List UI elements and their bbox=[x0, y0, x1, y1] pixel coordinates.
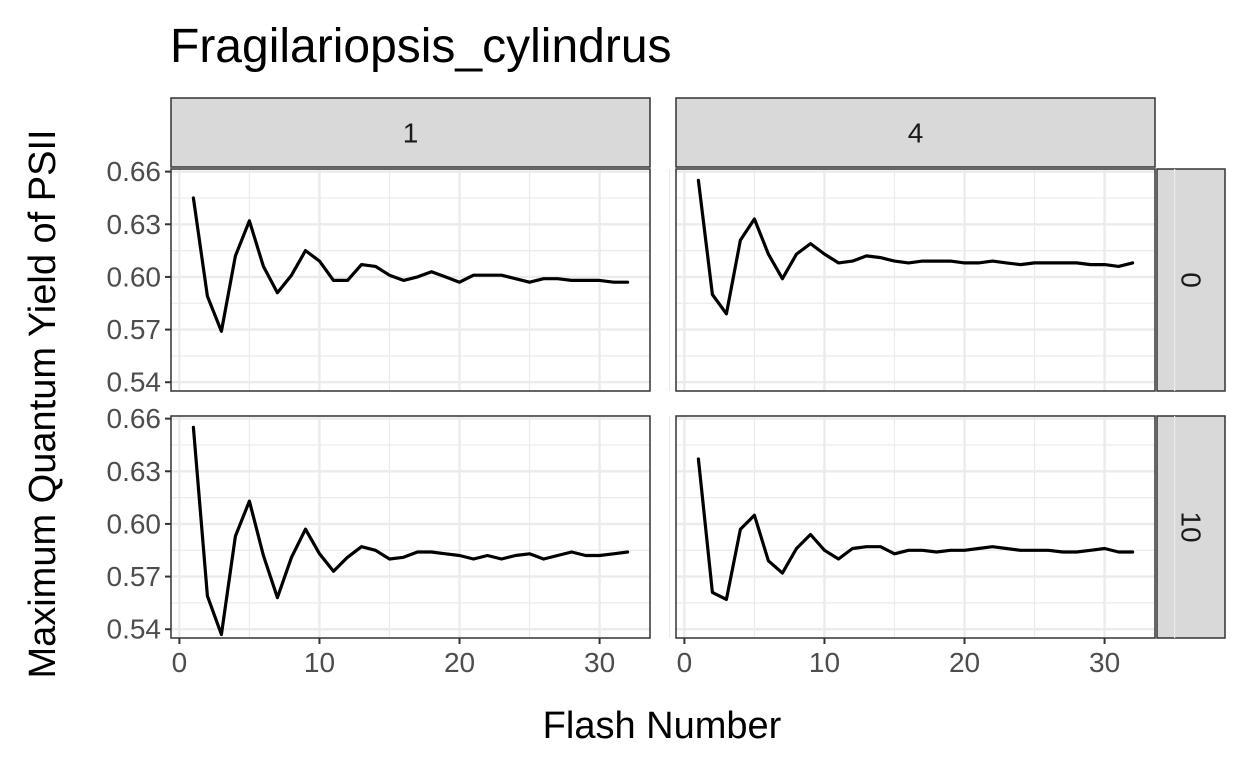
facet-strip-row-label: 10 bbox=[1176, 511, 1207, 542]
facet-strip-column-label: 1 bbox=[403, 118, 419, 149]
x-tick-label: 0 bbox=[677, 647, 693, 678]
x-tick-label: 20 bbox=[949, 647, 980, 678]
facet-strip-column-label: 4 bbox=[908, 118, 924, 149]
series-line bbox=[696, 178, 1135, 316]
panel-border bbox=[170, 415, 651, 639]
facet-panel-1-10: 0.54 0.57 0.60 0.63 0.66 0 10 20 30 bbox=[107, 403, 671, 678]
facet-strip-column bbox=[675, 97, 1156, 168]
y-tick-label: 0.57 bbox=[107, 314, 162, 345]
chart-title: Fragilariopsis_cylindrus bbox=[170, 20, 672, 73]
x-tick-label: 20 bbox=[444, 647, 475, 678]
y-axis-title: Maximum Quantum Yield of PSII bbox=[22, 129, 64, 678]
facet-panel-4-10: 0 10 20 30 bbox=[675, 415, 1176, 678]
y-tick-label: 0.66 bbox=[107, 403, 162, 434]
y-tick-label: 0.54 bbox=[107, 367, 162, 398]
facet-strip-row-label: 0 bbox=[1176, 272, 1207, 288]
x-tick-label: 30 bbox=[1089, 647, 1120, 678]
series-line bbox=[696, 457, 1135, 602]
facet-strip-row bbox=[1156, 415, 1226, 639]
facet-panels: 1 4 0 10 0.54 0.57 0.60 0.63 0.66 0.54 0.57 0.60 0.6… bbox=[107, 97, 1226, 678]
panel-border bbox=[170, 168, 651, 392]
y-tick-label: 0.63 bbox=[107, 456, 162, 487]
y-tick-label: 0.54 bbox=[107, 614, 162, 645]
x-tick-label: 0 bbox=[172, 647, 188, 678]
panel-background bbox=[676, 416, 1155, 638]
y-tick-label: 0.60 bbox=[107, 261, 162, 292]
x-tick-label: 10 bbox=[809, 647, 840, 678]
facet-strip-row bbox=[1156, 168, 1226, 392]
y-tick-label: 0.63 bbox=[107, 209, 162, 240]
y-tick-label: 0.57 bbox=[107, 561, 162, 592]
panel-background bbox=[676, 169, 1155, 391]
x-axis-title: Flash Number bbox=[543, 705, 782, 747]
x-tick-label: 10 bbox=[304, 647, 335, 678]
panel-background bbox=[171, 416, 650, 638]
facet-panel-4-0 bbox=[675, 168, 1176, 392]
x-tick-label: 30 bbox=[584, 647, 615, 678]
y-tick-label: 0.60 bbox=[107, 508, 162, 539]
panel-border bbox=[675, 415, 1156, 639]
series-line bbox=[191, 196, 630, 333]
series-line bbox=[191, 425, 630, 637]
facet-strip-column bbox=[170, 97, 651, 168]
y-tick-label: 0.66 bbox=[107, 156, 162, 187]
facet-panel-1-0: 0.54 0.57 0.60 0.63 0.66 bbox=[107, 156, 671, 398]
panel-border bbox=[675, 168, 1156, 392]
